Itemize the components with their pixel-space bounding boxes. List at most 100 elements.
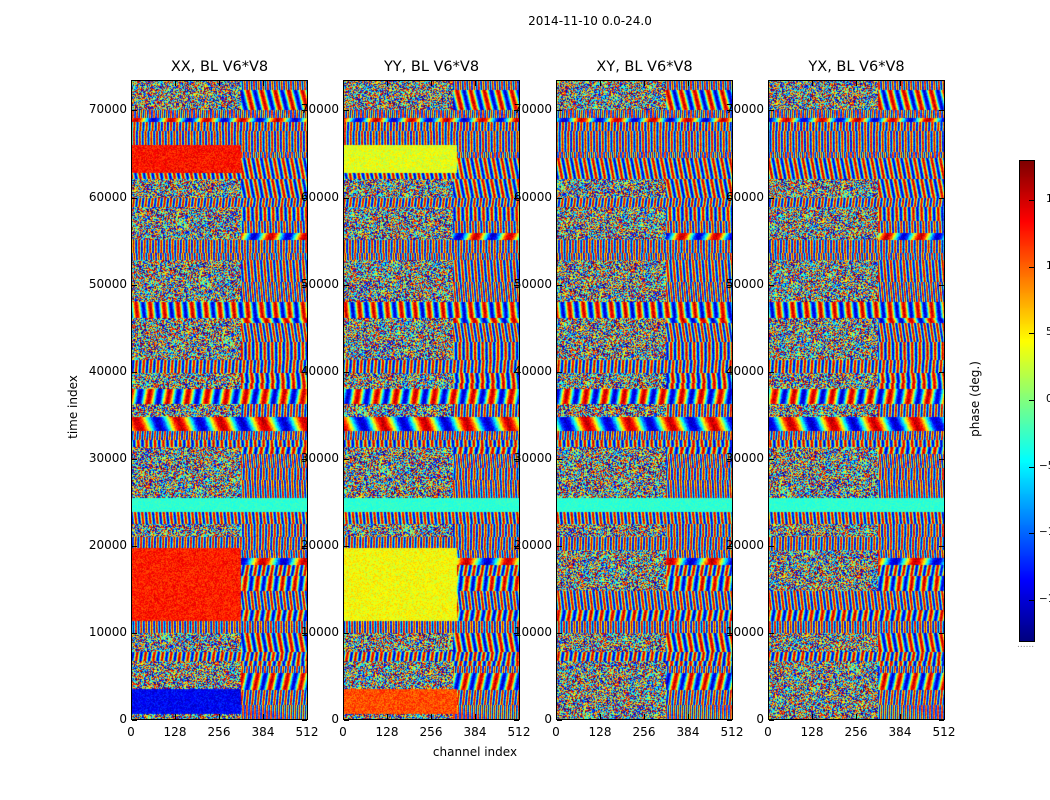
x-tick-label: 128 <box>375 725 399 739</box>
x-tick-mark <box>475 714 476 719</box>
y-axis-label: time index <box>66 375 80 439</box>
y-tick-mark <box>727 633 732 634</box>
y-tick-mark <box>344 633 349 634</box>
x-tick-label: 256 <box>844 725 868 739</box>
colorbar-tick-label: −50 <box>1039 459 1050 472</box>
y-tick-label: 50000 <box>725 276 764 291</box>
y-tick-mark <box>132 372 137 373</box>
y-tick-mark <box>514 285 519 286</box>
y-tick-label: 0 <box>331 712 339 726</box>
colorbar-label: phase (deg.) <box>968 361 982 437</box>
heatmap-panel-yy <box>343 80 520 720</box>
x-tick-mark <box>644 81 645 86</box>
y-tick-mark <box>514 110 519 111</box>
colorbar-tick-label: −100 <box>1039 526 1050 539</box>
y-tick-label: 30000 <box>88 450 127 465</box>
colorbar-tick-mark <box>1029 533 1034 534</box>
y-tick-label: 50000 <box>513 276 552 291</box>
x-tick-mark <box>644 714 645 719</box>
x-tick-mark <box>387 714 388 719</box>
colorbar-tick-label: 100 <box>1046 259 1050 272</box>
y-tick-mark <box>769 198 774 199</box>
y-tick-mark <box>514 720 519 721</box>
heatmap-canvas-yx <box>768 80 945 720</box>
y-tick-label: 50000 <box>300 276 339 291</box>
y-tick-mark <box>727 285 732 286</box>
y-tick-mark <box>727 546 732 547</box>
x-tick-mark <box>732 81 733 86</box>
y-tick-label: 70000 <box>725 102 764 117</box>
y-tick-mark <box>557 720 562 721</box>
y-tick-mark <box>302 633 307 634</box>
y-tick-mark <box>132 285 137 286</box>
x-tick-mark <box>219 714 220 719</box>
colorbar-tick-label: 150 <box>1046 193 1050 205</box>
colorbar-tick-mark <box>1029 600 1034 601</box>
y-tick-label: 30000 <box>513 450 552 465</box>
colorbar-tick-label: −150 <box>1039 593 1050 605</box>
colorbar-tick-mark <box>1029 200 1034 201</box>
x-tick-mark <box>768 714 769 719</box>
y-tick-mark <box>727 110 732 111</box>
heatmap-canvas-yy <box>343 80 520 720</box>
x-tick-mark <box>131 714 132 719</box>
y-tick-label: 70000 <box>300 102 339 117</box>
y-tick-mark <box>939 198 944 199</box>
y-tick-label: 30000 <box>725 450 764 465</box>
y-tick-mark <box>302 720 307 721</box>
y-tick-mark <box>557 372 562 373</box>
x-tick-label: 0 <box>764 725 772 739</box>
y-tick-label: 0 <box>756 712 764 726</box>
x-axis-label: channel index <box>432 745 518 759</box>
y-tick-label: 70000 <box>88 102 127 117</box>
y-tick-mark <box>344 720 349 721</box>
x-tick-label: 384 <box>463 725 487 739</box>
heatmap-canvas-xx <box>131 80 308 720</box>
y-tick-label: 60000 <box>725 189 764 204</box>
y-tick-mark <box>514 546 519 547</box>
colorbar-tick-label: 50 <box>1046 326 1050 339</box>
y-tick-mark <box>939 459 944 460</box>
y-tick-label: 10000 <box>300 624 339 639</box>
y-tick-label: 40000 <box>725 363 764 378</box>
x-tick-mark <box>600 714 601 719</box>
colorbar <box>1019 160 1035 642</box>
x-tick-label: 0 <box>552 725 560 739</box>
y-tick-mark <box>344 110 349 111</box>
y-tick-label: 40000 <box>88 363 127 378</box>
x-tick-mark <box>131 81 132 86</box>
x-tick-mark <box>900 714 901 719</box>
y-tick-mark <box>769 459 774 460</box>
y-tick-label: 20000 <box>88 537 127 552</box>
heatmap-canvas-xy <box>556 80 733 720</box>
y-tick-mark <box>557 546 562 547</box>
y-tick-label: 60000 <box>88 189 127 204</box>
x-tick-mark <box>175 714 176 719</box>
x-tick-label: 256 <box>632 725 656 739</box>
y-tick-mark <box>302 110 307 111</box>
x-tick-label: 256 <box>419 725 443 739</box>
x-tick-mark <box>944 714 945 719</box>
y-tick-mark <box>769 110 774 111</box>
y-tick-mark <box>727 459 732 460</box>
y-tick-mark <box>939 633 944 634</box>
panel-title-xx: XX, BL V6*V8 <box>170 59 269 75</box>
y-tick-label: 0 <box>119 712 127 726</box>
x-tick-mark <box>900 81 901 86</box>
x-tick-mark <box>732 714 733 719</box>
x-tick-mark <box>263 714 264 719</box>
y-tick-mark <box>132 198 137 199</box>
heatmap-panel-xx <box>131 80 308 720</box>
x-tick-label: 256 <box>207 725 231 739</box>
x-tick-label: 384 <box>888 725 912 739</box>
x-tick-mark <box>343 714 344 719</box>
x-tick-mark <box>519 714 520 719</box>
x-tick-label: 512 <box>932 725 956 739</box>
x-tick-mark <box>387 81 388 86</box>
y-tick-mark <box>769 372 774 373</box>
x-tick-mark <box>343 81 344 86</box>
y-tick-label: 50000 <box>88 276 127 291</box>
y-tick-label: 20000 <box>513 537 552 552</box>
y-tick-mark <box>727 198 732 199</box>
y-tick-mark <box>727 720 732 721</box>
